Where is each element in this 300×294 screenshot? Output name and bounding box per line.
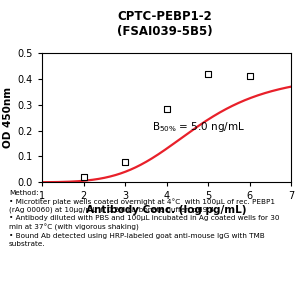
Text: CPTC-PEBP1-2: CPTC-PEBP1-2	[118, 10, 212, 23]
Point	[164, 106, 169, 111]
Text: Method:
• Microtiter plate wells coated overnight at 4°C  with 100μL of rec. PEB: Method: • Microtiter plate wells coated …	[9, 190, 280, 247]
Point	[123, 160, 128, 164]
Y-axis label: OD 450nm: OD 450nm	[3, 87, 14, 148]
X-axis label: Antibody Conc. (log pg/mL): Antibody Conc. (log pg/mL)	[86, 206, 247, 216]
Text: B$_{50\%}$ = 5.0 ng/mL: B$_{50\%}$ = 5.0 ng/mL	[152, 120, 245, 134]
Point	[247, 74, 252, 78]
Text: (FSAI039-5B5): (FSAI039-5B5)	[117, 25, 213, 38]
Point	[81, 174, 86, 179]
Point	[206, 71, 210, 76]
